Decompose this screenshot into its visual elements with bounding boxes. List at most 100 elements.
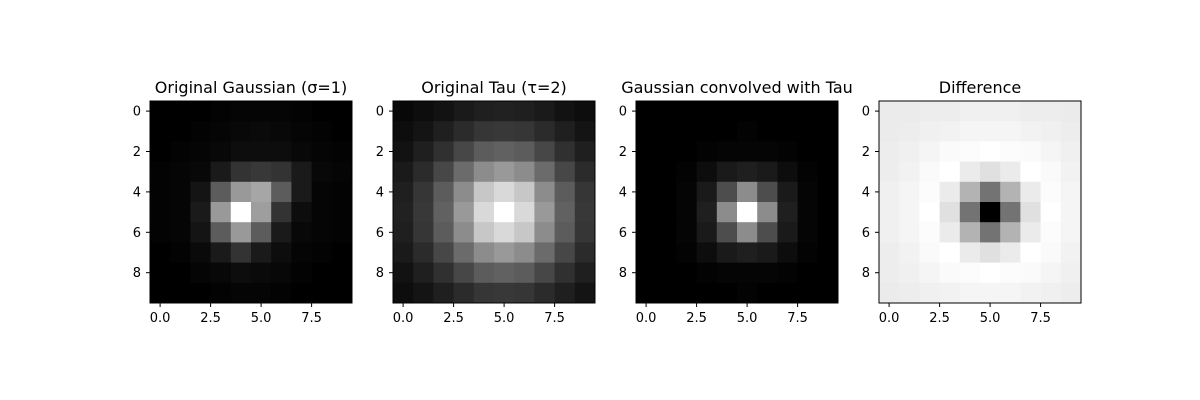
- heatmap-cell: [251, 242, 272, 263]
- heatmap-cell: [899, 121, 920, 142]
- heatmap-cell: [291, 141, 312, 162]
- heatmap-cell: [473, 181, 495, 203]
- heatmap-cell: [757, 101, 778, 122]
- heatmap-cell: [574, 181, 596, 203]
- heatmap-cell: [453, 121, 475, 142]
- x-tick-label: 5.0: [494, 311, 515, 326]
- heatmap-cell: [879, 181, 900, 203]
- heatmap-cell: [271, 101, 292, 122]
- heatmap-cell: [636, 121, 657, 142]
- heatmap-cell: [311, 242, 333, 263]
- panel-title: Gaussian convolved with Tau: [621, 78, 853, 97]
- heatmap-cell: [574, 282, 596, 304]
- heatmap-cell: [737, 121, 758, 142]
- heatmap-cell: [534, 262, 555, 284]
- axes-frame: [392, 100, 596, 304]
- x-tick-label: 5.0: [980, 311, 1001, 326]
- heatmap-cell: [636, 262, 657, 284]
- heatmap-cell: [170, 161, 191, 183]
- heatmap-cell: [311, 101, 333, 122]
- heatmap-cell: [716, 121, 738, 142]
- heatmap-cell: [696, 222, 718, 243]
- heatmap-cell: [636, 161, 657, 183]
- heatmap-cell: [251, 282, 272, 304]
- x-tick-label: 5.0: [737, 311, 758, 326]
- heatmap-cell: [230, 181, 252, 203]
- heatmap-cell: [514, 282, 535, 304]
- heatmap-cell: [1000, 202, 1021, 223]
- heatmap-panel-1: Original Gaussian (σ=1) 0.0 2.5 5.0 7.5 0 2 4 6 8: [133, 78, 353, 326]
- y-tick-label: 2: [376, 145, 384, 160]
- heatmap-cell: [777, 121, 798, 142]
- heatmap-cell: [574, 101, 596, 122]
- heatmap-cell: [899, 282, 920, 304]
- heatmap-cell: [980, 282, 1001, 304]
- heatmap-cell: [494, 222, 515, 243]
- heatmap-cell: [433, 282, 454, 304]
- heatmap-cell: [494, 121, 515, 142]
- heatmap-cell: [636, 141, 657, 162]
- y-tick-label: 8: [133, 266, 141, 281]
- heatmap-cell: [150, 202, 171, 223]
- heatmap-cell: [1060, 121, 1082, 142]
- heatmap-cell: [676, 161, 697, 183]
- heatmap-cell: [534, 222, 555, 243]
- heatmap-cell: [636, 222, 657, 243]
- heatmap-cell: [879, 141, 900, 162]
- heatmap-cell: [939, 121, 961, 142]
- heatmap-cell: [696, 282, 718, 304]
- heatmap-cell: [676, 282, 697, 304]
- heatmap-cell: [393, 222, 414, 243]
- heatmap-cell: [170, 141, 191, 162]
- heatmap-cell: [757, 222, 778, 243]
- heatmap-cell: [574, 161, 596, 183]
- heatmap-cell: [170, 101, 191, 122]
- heatmap-cell: [696, 101, 718, 122]
- y-tick-label: 0: [862, 105, 870, 120]
- heatmap-cell: [959, 181, 981, 203]
- heatmap-cell: [980, 121, 1001, 142]
- heatmap-cell: [433, 202, 454, 223]
- heatmap-cell: [473, 161, 495, 183]
- heatmap-cell: [210, 141, 232, 162]
- heatmap-cell: [170, 262, 191, 284]
- heatmap-cell: [939, 161, 961, 183]
- y-tick-label: 6: [619, 226, 627, 241]
- heatmap-cell: [554, 202, 576, 223]
- heatmap-cell: [534, 282, 555, 304]
- heatmap-cell: [636, 202, 657, 223]
- heatmap-cell: [959, 282, 981, 304]
- heatmap-cell: [210, 121, 232, 142]
- heatmap-cell: [797, 161, 819, 183]
- heatmap-cell: [433, 161, 454, 183]
- heatmap-cell: [959, 262, 981, 284]
- heatmap-cell: [574, 262, 596, 284]
- heatmap-cell: [1040, 242, 1062, 263]
- heatmap-cell: [554, 282, 576, 304]
- heatmap-cell: [311, 161, 333, 183]
- heatmap-cell: [959, 141, 981, 162]
- heatmap-cell: [757, 202, 778, 223]
- heatmap-cell: [879, 262, 900, 284]
- heatmap-cell: [230, 282, 252, 304]
- heatmap-cell: [716, 101, 738, 122]
- heatmap-cell: [797, 202, 819, 223]
- heatmap-cell: [1040, 141, 1062, 162]
- heatmap-cell: [1000, 262, 1021, 284]
- y-tick-label: 6: [376, 226, 384, 241]
- heatmap-cell: [574, 121, 596, 142]
- heatmap-cell: [291, 121, 312, 142]
- heatmap-cell: [757, 141, 778, 162]
- heatmap-cell: [433, 181, 454, 203]
- heatmap-cell: [190, 161, 211, 183]
- heatmap-cell: [453, 262, 475, 284]
- heatmap-cell: [170, 242, 191, 263]
- heatmap-cell: [413, 141, 434, 162]
- heatmap-cell: [1020, 121, 1041, 142]
- heatmap-cell: [271, 282, 292, 304]
- heatmap-cell: [757, 181, 778, 203]
- heatmap-cell: [291, 222, 312, 243]
- heatmap-cell: [1020, 181, 1041, 203]
- heatmap-cell: [291, 181, 312, 203]
- heatmap-cell: [696, 181, 718, 203]
